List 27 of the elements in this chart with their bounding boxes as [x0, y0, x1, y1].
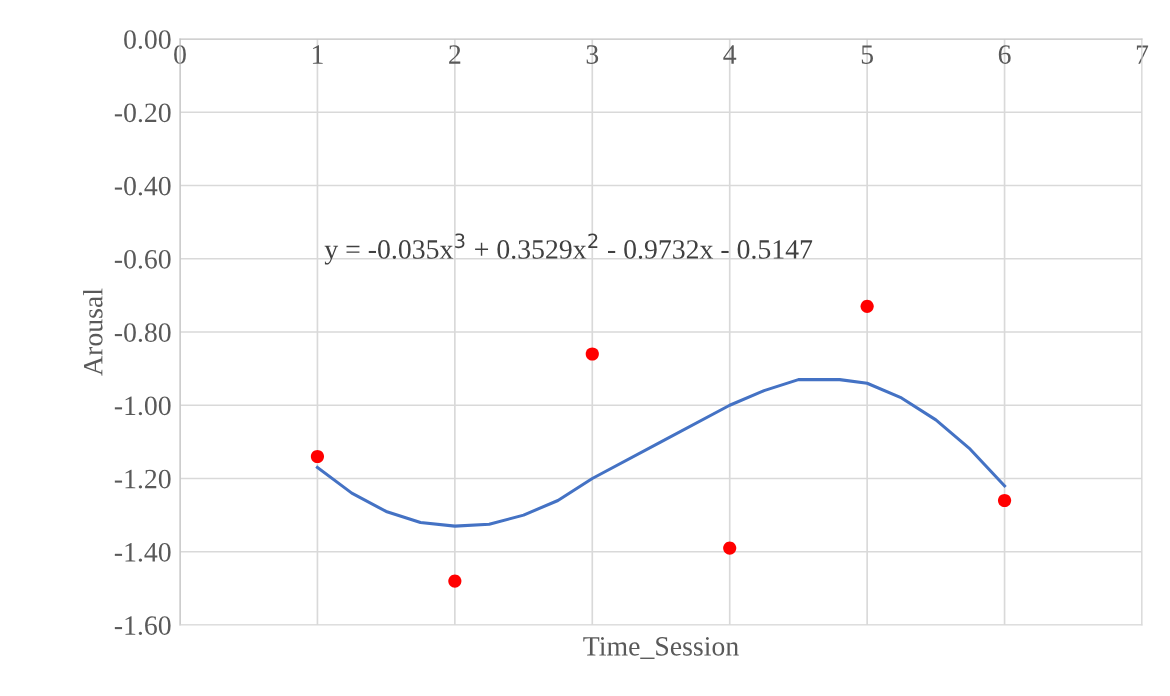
x-tick-label: 4: [723, 45, 737, 64]
y-tick-label: -1.40: [114, 542, 171, 562]
y-axis-title: Arousal: [83, 288, 103, 376]
y-tick-label: -0.40: [114, 176, 171, 196]
y-tick-label: -0.20: [114, 103, 171, 123]
y-tick-label: -1.20: [114, 469, 171, 489]
x-tick-label: 2: [449, 45, 461, 64]
y-tick-label: -1.00: [114, 396, 171, 416]
point: [860, 299, 874, 313]
y-tick-label: -1.60: [114, 616, 171, 636]
y-tick-label: 0.00: [124, 30, 171, 50]
x-tick-label: 0: [174, 45, 186, 64]
x-tick-label: 6: [998, 45, 1011, 64]
x-tick-label: 3: [586, 45, 599, 64]
annotation: y = -0.035x$^{3}$ + 0.3529x$^{2}$ - 0.9732x - 0.5147: [324, 233, 813, 265]
x-tick-label: 5: [861, 45, 873, 64]
y-tick-label: -0.60: [114, 249, 171, 269]
point: [448, 574, 462, 588]
x-tick-label: 1: [312, 45, 323, 64]
point: [997, 493, 1012, 508]
x-axis-title: Time_Session: [583, 636, 739, 659]
point: [310, 449, 325, 464]
y-tick-label: -0.80: [114, 323, 171, 343]
x-tick-label: 7: [1136, 45, 1149, 64]
point: [723, 541, 737, 555]
line-series: [315, 378, 1007, 528]
point: [585, 347, 599, 361]
